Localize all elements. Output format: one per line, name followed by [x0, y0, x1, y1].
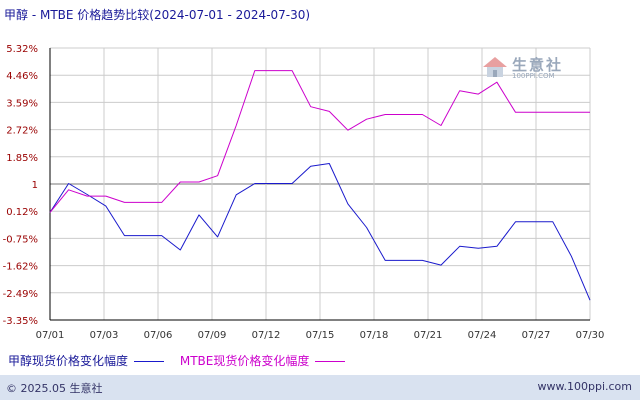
y-tick-label: 0.12%: [6, 207, 38, 218]
watermark-name: 生意社: [512, 56, 564, 74]
x-tick-labels: 07/01 07/03 07/06 07/09 07/12 07/15 07/18 07/21…: [36, 330, 605, 341]
footer-bar: © 2025.05 生意社 www.100ppi.com: [0, 375, 640, 400]
footer-site-link[interactable]: www.100ppi.com: [537, 380, 632, 393]
x-tick-label: 07/06: [144, 330, 173, 341]
watermark-logo: 生意社 100PPI.COM: [482, 54, 574, 80]
y-tick-label: -2.49%: [3, 289, 38, 300]
x-tick-label: 07/24: [468, 330, 497, 341]
y-tick-label: 2.72%: [6, 126, 38, 137]
x-tick-label: 07/01: [36, 330, 65, 341]
x-tick-label: 07/03: [90, 330, 119, 341]
house-logo-icon: [483, 57, 507, 77]
legend-label-mtbe: MTBE现货价格变化幅度: [179, 354, 310, 368]
methanol-price-change-line: [49, 163, 591, 301]
x-tick-label: 07/30: [576, 330, 605, 341]
y-tick-label: 1: [32, 180, 38, 191]
series-lines: [49, 70, 591, 301]
y-tick-label: -3.35%: [3, 316, 38, 327]
x-tick-label: 07/09: [198, 330, 227, 341]
chart-legend: 甲醇现货价格变化幅度 MTBE现货价格变化幅度: [8, 352, 357, 369]
y-tick-labels: 5.32% 4.46% 3.59% 2.72% 1.85% 1 0.12% -0.75% -1.…: [3, 44, 38, 327]
x-tick-label: 07/27: [522, 330, 551, 341]
chart-title: 甲醇 - MTBE 价格趋势比较(2024-07-01 - 2024-07-30…: [4, 8, 311, 22]
x-tick-label: 07/21: [414, 330, 443, 341]
x-tick-label: 07/12: [252, 330, 281, 341]
y-tick-label: 1.85%: [6, 153, 38, 164]
legend-swatch-mtbe: [315, 361, 346, 362]
y-tick-label: 5.32%: [6, 44, 38, 55]
y-tick-label: 3.59%: [6, 98, 38, 109]
y-tick-label: -0.75%: [3, 234, 38, 245]
y-tick-label: -1.62%: [3, 262, 38, 273]
legend-label-methanol: 甲醇现货价格变化幅度: [8, 354, 129, 368]
axes: [49, 48, 590, 321]
legend-item-mtbe: MTBE现货价格变化幅度: [180, 352, 346, 369]
x-tick-label: 07/18: [360, 330, 389, 341]
mtbe-price-change-line: [49, 70, 590, 213]
legend-swatch-methanol: [134, 361, 165, 362]
y-tick-label: 4.46%: [6, 71, 38, 82]
grid-lines: [49, 47, 591, 321]
footer-copyright: © 2025.05 生意社: [6, 382, 103, 395]
watermark-url: 100PPI.COM: [512, 72, 555, 80]
legend-item-methanol: 甲醇现货价格变化幅度: [8, 352, 165, 369]
x-tick-label: 07/15: [306, 330, 335, 341]
